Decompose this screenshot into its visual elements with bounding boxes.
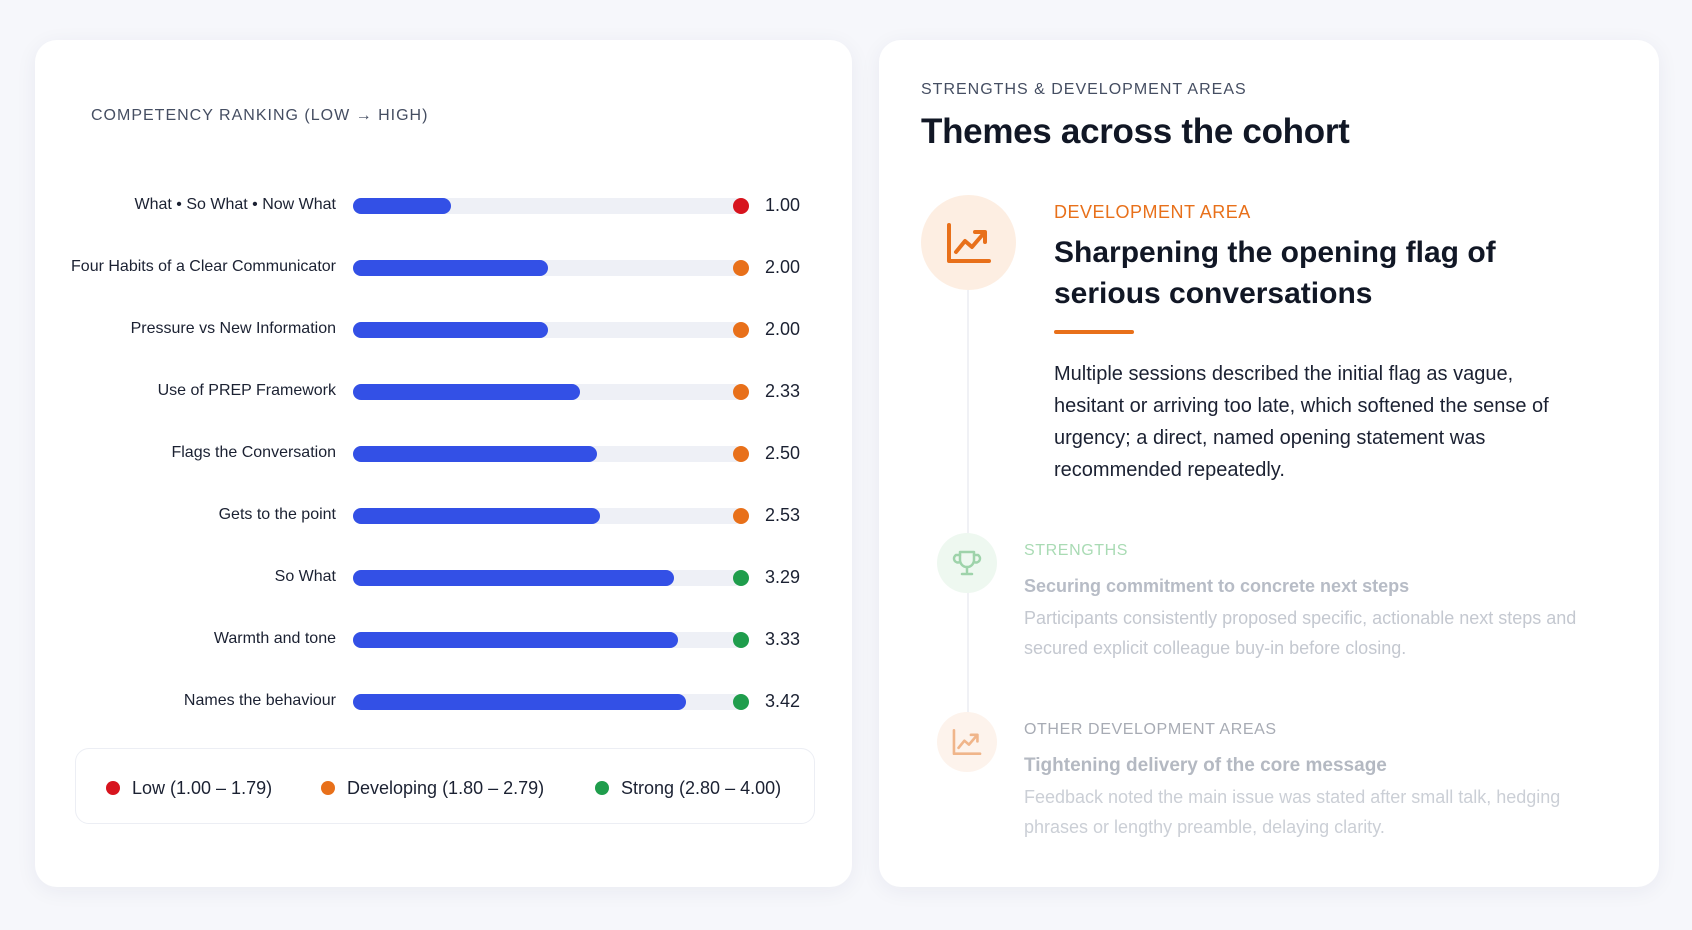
- ranking-bar-track: [353, 508, 743, 524]
- trophy-icon: [952, 550, 982, 576]
- legend-label-low: Low (1.00 – 1.79): [132, 778, 273, 798]
- ranking-level-dot: [733, 694, 749, 710]
- ranking-bar: [353, 446, 597, 462]
- ranking-bar: [353, 570, 674, 586]
- other-development-icon-badge: [937, 712, 997, 772]
- ranking-label: Pressure vs New Information: [130, 320, 336, 337]
- themes-card: STRENGTHS & DEVELOPMENT AREAS Themes acr…: [879, 40, 1659, 887]
- legend-dot-strong: [595, 781, 609, 795]
- other-development-title: Tightening delivery of the core message: [1024, 755, 1387, 776]
- ranking-bar-track: [353, 322, 743, 338]
- ranking-label: Flags the Conversation: [171, 444, 336, 461]
- ranking-value: 2.33: [765, 381, 801, 401]
- strengths-body: Participants consistently proposed speci…: [1024, 608, 1577, 658]
- ranking-label: Names the behaviour: [183, 692, 336, 709]
- development-underline: [1054, 330, 1134, 334]
- ranking-value: 3.42: [765, 691, 801, 711]
- ranking-bar: [353, 260, 548, 276]
- ranking-level-dot: [733, 446, 749, 462]
- development-kicker: DEVELOPMENT AREA: [1054, 202, 1251, 222]
- ranking-level-dot: [733, 384, 749, 400]
- ranking-bar-track: [353, 570, 743, 586]
- ranking-bar: [353, 508, 600, 524]
- ranking-bar-track: [353, 694, 743, 710]
- ranking-value: 1.00: [765, 195, 801, 215]
- ranking-bar-track: [353, 260, 743, 276]
- ranking-row: Four Habits of a Clear Communicator 2.00: [35, 252, 852, 282]
- ranking-bar-track: [353, 632, 743, 648]
- ranking-label: Use of PREP Framework: [157, 382, 336, 399]
- ranking-level-dot: [733, 570, 749, 586]
- timeline-line: [967, 290, 969, 770]
- ranking-caption: COMPETENCY RANKING (LOW → HIGH): [91, 107, 429, 124]
- development-icon-badge: [921, 195, 1016, 290]
- strengths-title: Securing commitment to concrete next ste…: [1024, 576, 1410, 596]
- other-development-kicker: OTHER DEVELOPMENT AREAS: [1024, 721, 1277, 738]
- ranking-bar: [353, 694, 687, 710]
- ranking-bar: [353, 198, 451, 214]
- legend-label-developing: Developing (1.80 – 2.79): [347, 778, 545, 798]
- ranking-label: Warmth and tone: [213, 630, 336, 647]
- ranking-value: 3.33: [765, 629, 801, 649]
- ranking-label: So What: [274, 568, 336, 585]
- ranking-row: Names the behaviour 3.42: [35, 686, 852, 716]
- trending-up-icon: [952, 728, 982, 756]
- ranking-bar-track: [353, 446, 743, 462]
- ranking-level-dot: [733, 632, 749, 648]
- legend-label-strong: Strong (2.80 – 4.00): [621, 778, 782, 798]
- development-body: Multiple sessions described the initial …: [1054, 363, 1549, 481]
- ranking-value: 2.53: [765, 505, 801, 525]
- ranking-bar: [353, 384, 581, 400]
- ranking-row: What • So What • Now What 1.00: [35, 190, 852, 220]
- ranking-bar-track: [353, 198, 743, 214]
- ranking-row: Flags the Conversation 2.50: [35, 438, 852, 468]
- strengths-icon-badge: [937, 533, 997, 593]
- ranking-value: 3.29: [765, 567, 801, 587]
- legend-dot-developing: [321, 781, 335, 795]
- ranking-row: Pressure vs New Information 2.00: [35, 314, 852, 344]
- development-title: Sharpening the opening flag of serious c…: [1054, 236, 1496, 310]
- ranking-row: Use of PREP Framework 2.33: [35, 376, 852, 406]
- ranking-level-dot: [733, 322, 749, 338]
- score-legend: Low (1.00 – 1.79) Developing (1.80 – 2.7…: [75, 748, 815, 824]
- ranking-value: 2.00: [765, 319, 801, 339]
- ranking-bar: [353, 322, 548, 338]
- strengths-kicker: STRENGTHS: [1024, 542, 1129, 559]
- other-development-body: Feedback noted the main issue was stated…: [1024, 787, 1561, 837]
- ranking-row: Gets to the point 2.53: [35, 500, 852, 530]
- ranking-bar: [353, 632, 678, 648]
- legend-dot-low: [106, 781, 120, 795]
- ranking-label: What • So What • Now What: [134, 196, 336, 213]
- ranking-bar-track: [353, 384, 743, 400]
- ranking-level-dot: [733, 198, 749, 214]
- ranking-label: Four Habits of a Clear Communicator: [71, 258, 336, 275]
- ranking-value: 2.50: [765, 443, 801, 463]
- ranking-level-dot: [733, 260, 749, 276]
- ranking-value: 2.00: [765, 257, 801, 277]
- themes-title: Themes across the cohort: [921, 112, 1350, 151]
- ranking-level-dot: [733, 508, 749, 524]
- competency-ranking-card: COMPETENCY RANKING (LOW → HIGH) What • S…: [35, 40, 852, 887]
- ranking-row: Warmth and tone 3.33: [35, 624, 852, 654]
- themes-caption: STRENGTHS & DEVELOPMENT AREAS: [921, 81, 1247, 98]
- ranking-row: So What 3.29: [35, 562, 852, 592]
- ranking-label: Gets to the point: [218, 506, 336, 523]
- trending-up-icon: [946, 222, 991, 263]
